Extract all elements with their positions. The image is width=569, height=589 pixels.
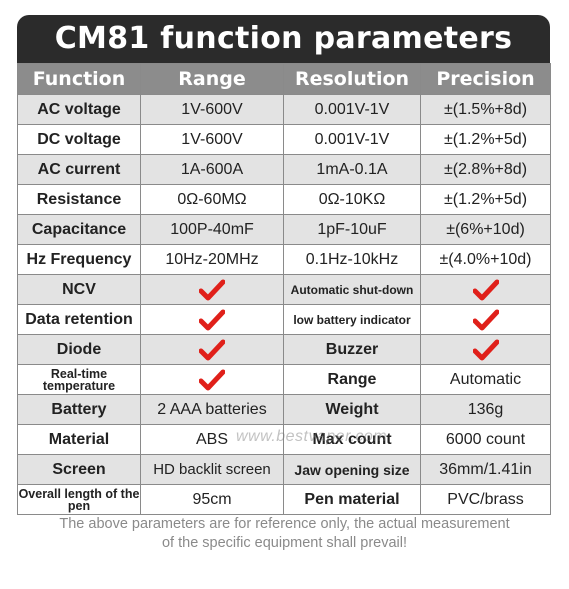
precision-cell: PVC/brass <box>420 484 551 515</box>
check-cell <box>420 274 551 305</box>
precision-cell: ±(1.2%+5d) <box>420 184 551 215</box>
header-range: Range <box>140 63 284 95</box>
disclaimer-footer: The above parameters are for reference o… <box>0 515 569 553</box>
red-checkmark-icon <box>199 309 225 330</box>
resolution-cell: Weight <box>283 394 421 425</box>
resolution-cell: Automatic shut-down <box>283 274 421 305</box>
check-cell <box>140 334 284 365</box>
table-row: Battery 2 AAA batteries Weight 136g <box>17 394 551 425</box>
function-cell: DC voltage <box>17 124 141 155</box>
header-resolution: Resolution <box>283 63 421 95</box>
table-row: AC current 1A-600A 1mA-0.1A ±(2.8%+8d) <box>17 154 551 185</box>
precision-cell: ±(6%+10d) <box>420 214 551 245</box>
resolution-cell: 0Ω-10KΩ <box>283 184 421 215</box>
range-cell: 1A-600A <box>140 154 284 185</box>
page-title: CM81 function parameters <box>17 15 550 63</box>
resolution-cell: Range <box>283 364 421 395</box>
check-cell <box>420 304 551 335</box>
precision-cell: 36mm/1.41in <box>420 454 551 485</box>
function-cell: AC voltage <box>17 94 141 125</box>
precision-cell: ±(4.0%+10d) <box>420 244 551 275</box>
parameters-table: Function Range Resolution Precision AC v… <box>17 63 551 515</box>
table-row: NCV Automatic shut-down <box>17 274 551 305</box>
function-cell: NCV <box>17 274 141 305</box>
table-row: Diode Buzzer <box>17 334 551 365</box>
resolution-cell: low battery indicator <box>283 304 421 335</box>
function-cell: Overall length of the pen <box>17 484 141 515</box>
check-cell <box>140 364 284 395</box>
precision-cell: Automatic <box>420 364 551 395</box>
check-cell <box>140 304 284 335</box>
table-row: Hz Frequency 10Hz-20MHz 0.1Hz-10kHz ±(4.… <box>17 244 551 275</box>
header-function: Function <box>17 63 141 95</box>
red-checkmark-icon <box>199 279 225 300</box>
function-cell: Real-time temperature <box>17 364 141 395</box>
table-row: Resistance 0Ω-60MΩ 0Ω-10KΩ ±(1.2%+5d) <box>17 184 551 215</box>
function-cell: Hz Frequency <box>17 244 141 275</box>
check-cell <box>420 334 551 365</box>
range-cell: 1V-600V <box>140 94 284 125</box>
resolution-cell: Buzzer <box>283 334 421 365</box>
function-cell: Material <box>17 424 141 455</box>
red-checkmark-icon <box>472 279 499 300</box>
red-checkmark-icon <box>199 339 225 360</box>
function-cell: Capacitance <box>17 214 141 245</box>
range-cell: HD backlit screen <box>140 454 284 485</box>
resolution-cell: 0.001V-1V <box>283 94 421 125</box>
function-cell: Data retention <box>17 304 141 335</box>
resolution-cell: Jaw opening size <box>283 454 421 485</box>
table-row: Capacitance 100P-40mF 1pF-10uF ±(6%+10d) <box>17 214 551 245</box>
range-cell: 95cm <box>140 484 284 515</box>
disclaimer-line-1: The above parameters are for reference o… <box>59 516 510 532</box>
resolution-cell: Pen material <box>283 484 421 515</box>
watermark: www.bestvaper.com <box>236 428 388 445</box>
precision-cell: 6000 count <box>420 424 551 455</box>
table-row: Overall length of the pen 95cm Pen mater… <box>17 484 551 515</box>
red-checkmark-icon <box>472 309 499 330</box>
function-cell: Diode <box>17 334 141 365</box>
table-row: DC voltage 1V-600V 0.001V-1V ±(1.2%+5d) <box>17 124 551 155</box>
precision-cell: 136g <box>420 394 551 425</box>
table-row: Screen HD backlit screen Jaw opening siz… <box>17 454 551 485</box>
red-checkmark-icon <box>199 369 225 390</box>
table-row: Real-time temperature Range Automatic <box>17 364 551 395</box>
disclaimer-line-2: of the specific equipment shall prevail! <box>161 535 408 551</box>
table-row: Material ABS Max count 6000 count <box>17 424 551 455</box>
resolution-cell: Max count <box>283 424 421 455</box>
parameters-card: CM81 function parameters Function Range … <box>17 15 551 515</box>
precision-cell: ±(1.5%+8d) <box>420 94 551 125</box>
range-cell: 10Hz-20MHz <box>140 244 284 275</box>
range-cell: ABS <box>140 424 284 455</box>
precision-cell: ±(1.2%+5d) <box>420 124 551 155</box>
function-cell: Battery <box>17 394 141 425</box>
red-checkmark-icon <box>472 339 499 360</box>
range-cell: 1V-600V <box>140 124 284 155</box>
function-cell: Screen <box>17 454 141 485</box>
header-precision: Precision <box>420 63 551 95</box>
precision-cell: ±(2.8%+8d) <box>420 154 551 185</box>
resolution-cell: 1mA-0.1A <box>283 154 421 185</box>
function-cell: AC current <box>17 154 141 185</box>
table-row: AC voltage 1V-600V 0.001V-1V ±(1.5%+8d) <box>17 94 551 125</box>
range-cell: 2 AAA batteries <box>140 394 284 425</box>
range-cell: 0Ω-60MΩ <box>140 184 284 215</box>
table-row: Data retention low battery indicator <box>17 304 551 335</box>
range-cell: 100P-40mF <box>140 214 284 245</box>
resolution-cell: 0.1Hz-10kHz <box>283 244 421 275</box>
table-header-row: Function Range Resolution Precision <box>17 63 551 95</box>
resolution-cell: 1pF-10uF <box>283 214 421 245</box>
check-cell <box>140 274 284 305</box>
function-cell: Resistance <box>17 184 141 215</box>
resolution-cell: 0.001V-1V <box>283 124 421 155</box>
